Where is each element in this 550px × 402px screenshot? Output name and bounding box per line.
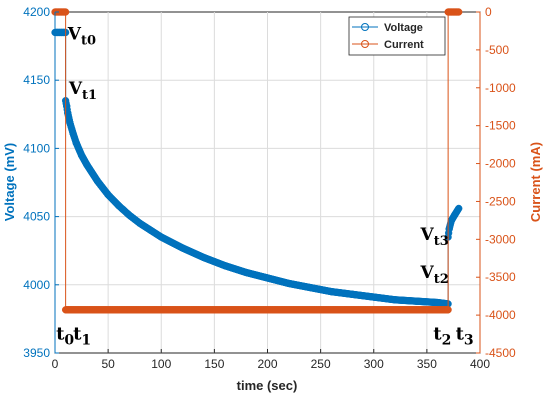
y-right-tick-label: 0 [485,5,492,19]
annotation-t0: t0 [56,323,74,348]
y-right-axis-title: Current (mA) [528,142,543,222]
y-right-tick-label: -3000 [485,232,516,246]
data-point [61,8,70,16]
x-tick-label: 400 [470,357,490,371]
y-left-tick-label: 4000 [23,278,50,292]
y-left-tick-label: 4200 [23,5,50,19]
x-axis-ticks: 0 50 100 150 200 250 300 350 400 [52,349,490,371]
x-tick-label: 350 [417,357,437,371]
y-right-tick-label: -2000 [485,157,516,171]
x-tick-label: 0 [52,357,59,371]
y-right-tick-label: -500 [485,43,509,57]
legend-current-label: Current [384,39,424,51]
y-left-tick-label: 4150 [23,73,50,87]
annotation-vt2: Vt2 [420,263,449,287]
annotation-vt0: Vt0 [67,24,96,48]
data-point [444,306,452,314]
y-right-tick-label: -3500 [485,270,516,284]
x-tick-label: 200 [257,357,277,371]
data-point [455,8,463,16]
data-point [455,204,463,213]
legend-voltage-label: Voltage [384,22,423,34]
y-left-tick-label: 3950 [23,346,50,360]
legend-current-marker [361,40,369,48]
series-current [51,8,463,314]
x-axis-title: time (sec) [237,378,298,393]
series-voltage [51,28,463,308]
x-tick-label: 250 [311,357,331,371]
y-right-tick-label: -1500 [485,119,516,133]
series-layer [51,8,463,314]
annotation-t2: t2 [433,323,451,348]
y-left-tick-label: 4050 [23,210,50,224]
x-tick-label: 300 [364,357,384,371]
annotation-vt1: Vt1 [68,79,97,103]
y-left-tick-label: 4100 [23,141,50,155]
y-left-axis-ticks: 3950 4000 4050 4100 4150 4200 [23,5,59,360]
y-left-axis-title: Voltage (mV) [2,143,17,222]
annotation-t3: t3 [456,323,474,348]
legend-voltage-marker [361,23,369,31]
y-right-axis-ticks: 0 -500 -1000 -1500 -2000 -2500 -3000 -3500 -4000… [476,5,516,360]
y-right-tick-label: -4000 [485,308,516,322]
y-right-tick-label: -1000 [485,81,516,95]
y-right-tick-label: -4500 [485,346,516,360]
x-tick-label: 150 [204,357,224,371]
legend: Voltage Current [348,16,446,56]
x-tick-label: 50 [101,357,115,371]
annotation-vt3: Vt3 [420,225,449,249]
x-tick-label: 100 [151,357,171,371]
y-right-tick-label: -2500 [485,194,516,208]
annotation-t1: t1 [73,323,91,348]
